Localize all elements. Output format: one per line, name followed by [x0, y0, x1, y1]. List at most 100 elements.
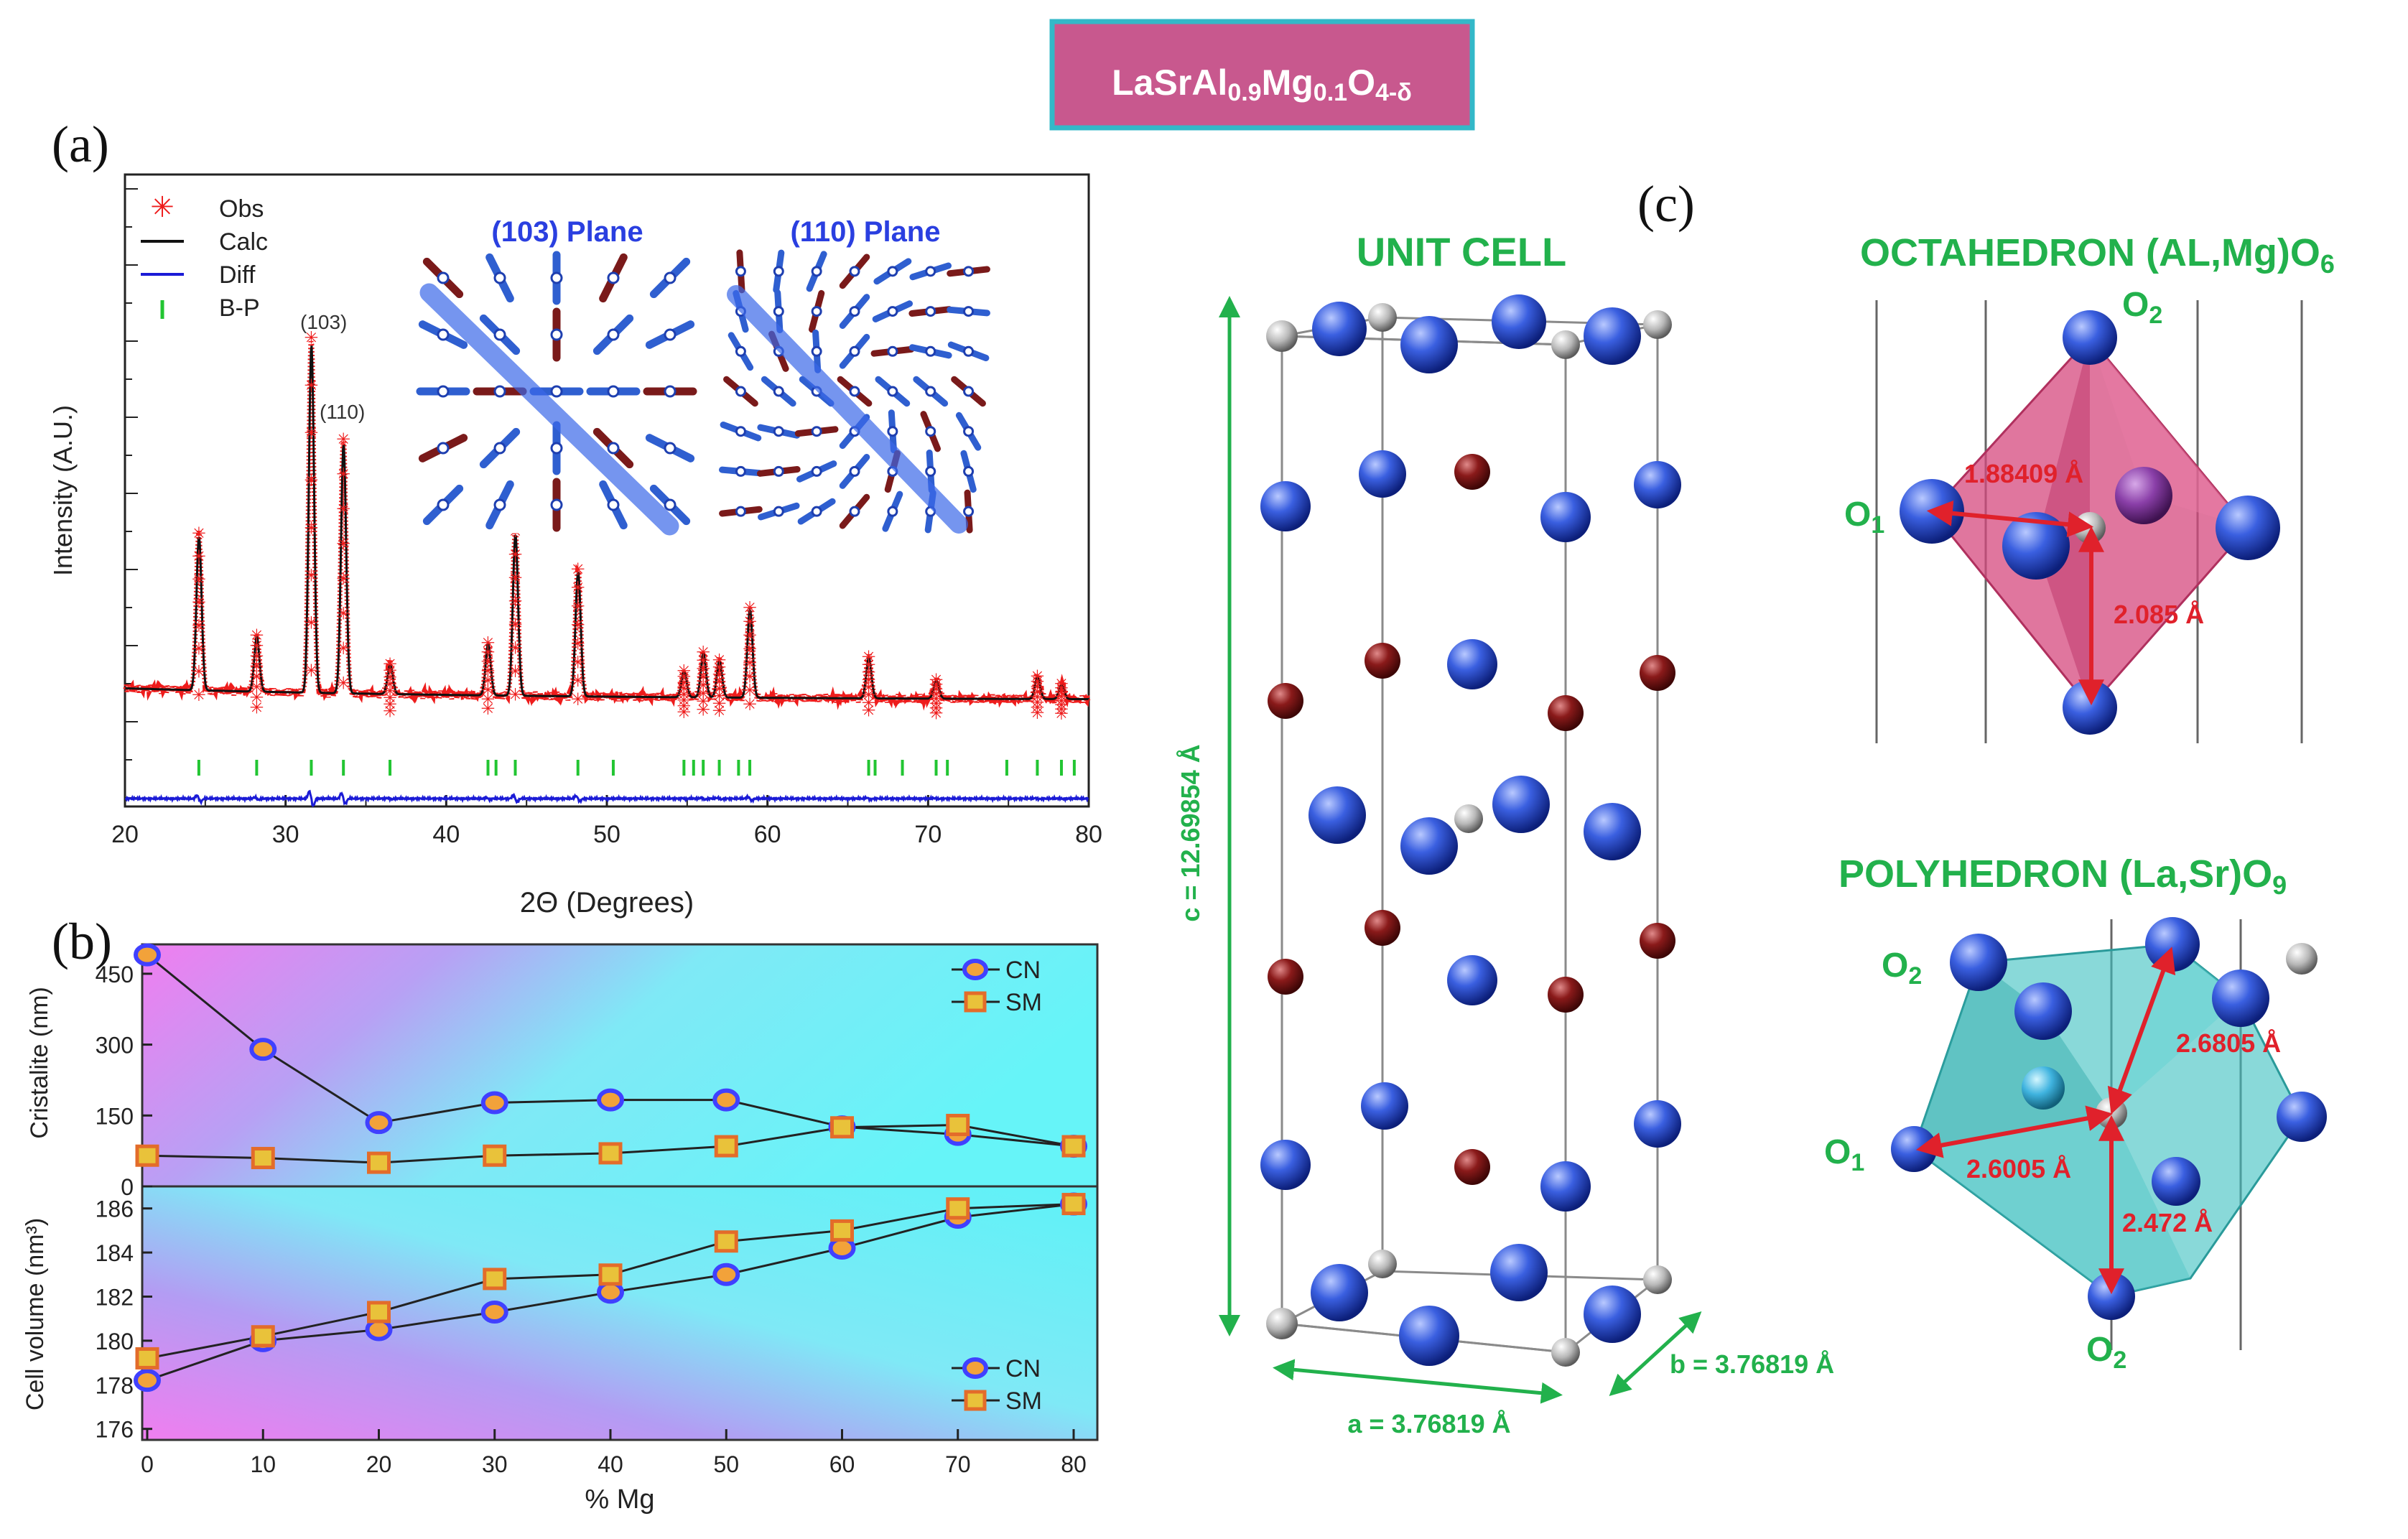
inset-atom: [437, 498, 450, 511]
b-bottom-y-tick-label: 186: [96, 1196, 134, 1222]
b-x-tick-label: 20: [366, 1451, 392, 1477]
xrd-obs-star: ✳: [696, 668, 710, 687]
xrd-obs-star: ✳: [480, 653, 495, 672]
inset-atom: [887, 266, 898, 277]
xrd-obs-star: ✳: [571, 690, 585, 710]
xrd-obs-star: ✳: [1030, 683, 1044, 702]
unit-cell-oxygen-atom: [1260, 481, 1311, 531]
unit-cell-la-sr-atom: [1368, 1250, 1397, 1278]
unit-cell-oxygen-atom: [1400, 316, 1458, 373]
polyhedron-o2-atom-top-left: [1950, 934, 2007, 991]
inset-atom: [811, 306, 822, 317]
compound-title: LaSrAl0.9Mg0.1O4-δ: [1049, 19, 1475, 131]
xrd-obs-star: ✳: [696, 692, 710, 712]
inset-atom: [963, 465, 975, 477]
inset-atom: [493, 271, 506, 284]
unit-cell-al-mg-atom: [1454, 1149, 1490, 1185]
xrd-obs-star: ✳: [677, 668, 691, 687]
b-point-sm: [135, 1144, 159, 1167]
inset-atom: [664, 442, 677, 455]
xrd-obs-star: ✳: [862, 701, 876, 720]
xrd-obs-star: ✳: [571, 653, 585, 672]
unit-cell-title: UNIT CELL: [1357, 229, 1566, 274]
b-x-tick-label: 0: [141, 1451, 154, 1477]
xrd-legend-obs: Obs: [219, 195, 264, 223]
xrd-obs-star: ✳: [480, 643, 495, 663]
b-top-y-label: Cristalite (nm): [26, 987, 53, 1139]
b-bottom-y-tick-label: 182: [96, 1284, 134, 1310]
b-x-tick-label: 40: [598, 1451, 623, 1477]
octahedron-o1-label: O1: [1844, 496, 1884, 539]
b-point-cn: [134, 1369, 161, 1392]
xrd-obs-star: ✳: [696, 701, 710, 720]
inset-103-title: (103) Plane: [491, 216, 643, 248]
inset-atom: [493, 328, 506, 341]
xrd-obs-star: ✳: [480, 699, 495, 719]
inset-atom: [963, 386, 975, 397]
xrd-obs-star: ✳: [743, 599, 757, 618]
polyhedron-face-left: [1914, 962, 2111, 1149]
xrd-legend-calc: Calc: [219, 228, 268, 256]
b-bottom-background: [142, 1186, 1097, 1440]
xrd-obs-star: ✳: [383, 682, 397, 701]
xrd-obs-star: ✳: [249, 668, 264, 687]
b-axis-label: b = 3.76819 Å: [1670, 1349, 1834, 1379]
b-point-sm: [1061, 1135, 1086, 1158]
unit-cell-la-sr-atom: [1551, 1338, 1580, 1367]
b-bottom-y-tick-label: 180: [96, 1329, 134, 1354]
unit-cell-la-sr-atom: [1266, 320, 1298, 352]
polyhedron-o-atom-right: [2277, 1092, 2327, 1142]
inset-atom: [437, 271, 450, 284]
polyhedron-grey-atom: [2286, 943, 2318, 975]
xrd-obs-star: ✳: [696, 643, 710, 663]
xrd-obs-star: ✳: [249, 699, 264, 718]
b-bottom-legend-cn: CN: [1005, 1355, 1041, 1382]
xrd-obs-star: ✳: [192, 663, 206, 682]
xrd-obs-star: ✳: [677, 679, 691, 699]
xrd-chart: 20 30 40 50 60 70 80 ✳✳✳✳✳✳✳✳✳✳✳✳✳✳✳✳✳✳✳✳✳✳✳✳✳…: [48, 173, 1102, 919]
octahedron-o-atom-right: [2216, 496, 2280, 560]
xrd-obs-star: ✳: [677, 674, 691, 693]
unit-cell-oxygen-atom: [1312, 302, 1367, 356]
xrd-legend-diff: Diff: [219, 261, 256, 289]
b-point-sm: [714, 1135, 738, 1158]
unit-cell-oxygen-atom: [1260, 1140, 1311, 1190]
xrd-obs-star: ✳: [1054, 675, 1069, 694]
xrd-obs-star: ✳: [743, 640, 757, 659]
xrd-obs-star: ✳: [383, 689, 397, 708]
xrd-x-tick-label: 30: [272, 821, 299, 848]
inset-atom: [550, 442, 563, 455]
polyhedron-bond-length-1: 2.6805 Å: [2176, 1028, 2281, 1058]
polyhedron-o2-label-bottom: O2: [2086, 1331, 2126, 1374]
xrd-obs-star: ✳: [249, 657, 264, 676]
inset-atom: [493, 385, 506, 398]
unit-cell-al-mg-atom: [1365, 910, 1400, 946]
xrd-x-tick-label: 60: [754, 821, 781, 848]
xrd-legend: ✳ Obs Calc Diff B-P: [141, 192, 268, 322]
inset-atom: [925, 345, 936, 357]
xrd-obs-star: ✳: [712, 687, 727, 707]
inset-atom: [607, 328, 620, 341]
xrd-obs-star: ✳: [712, 694, 727, 714]
b-point-sm: [598, 1263, 623, 1286]
xrd-obs-star: ✳: [336, 639, 350, 659]
unit-cell-oxygen-atom: [1311, 1264, 1368, 1321]
xrd-obs-markers: ✳✳✳✳✳✳✳✳✳✳✳✳✳✳✳✳✳✳✳✳✳✳✳✳✳✳✳✳✳✳✳✳✳✳✳✳✳✳✳✳…: [192, 329, 1069, 725]
xrd-obs-star: ✳: [712, 673, 727, 692]
xrd-obs-star: ✳: [743, 682, 757, 701]
unit-cell-la-sr-atom: [1368, 303, 1397, 332]
xrd-obs-star: ✳: [929, 694, 943, 714]
xrd-annotation-103: (103): [300, 311, 347, 333]
b-point-sm: [1061, 1193, 1086, 1216]
inset-atom: [887, 426, 898, 437]
unit-cell-al-mg-atom: [1365, 643, 1400, 679]
title-box: [1049, 19, 1475, 131]
a-axis-arrow: [1273, 1359, 1563, 1404]
octahedron-bond-arrow-1: [1926, 500, 2094, 538]
inset-atom: [887, 386, 898, 397]
xrd-obs-star: ✳: [1030, 667, 1044, 687]
xrd-obs-star: ✳: [508, 592, 522, 611]
inset-atom: [607, 271, 620, 284]
xrd-obs-star: ✳: [862, 648, 876, 667]
xrd-obs-star: ✳: [336, 604, 350, 623]
